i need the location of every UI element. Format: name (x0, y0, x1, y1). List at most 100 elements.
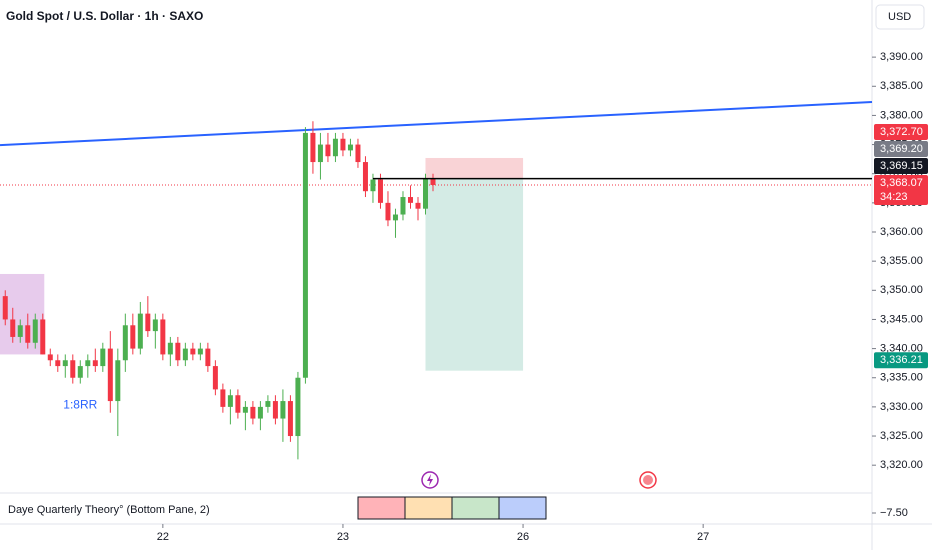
candle-body (377, 179, 383, 203)
candle-body (332, 138, 338, 157)
price-label: 3,369.15 (880, 160, 923, 172)
currency-button[interactable] (875, 4, 925, 30)
price-label: 3,369.20 (880, 143, 923, 155)
candle-body (77, 366, 83, 378)
price-label: 3,372.70 (880, 126, 923, 138)
candle-body (280, 401, 286, 419)
y-tick-label: 3,320.00 (880, 459, 923, 471)
candle-body (197, 348, 203, 355)
stop-zone (425, 157, 524, 179)
chart-title: Gold Spot / U.S. Dollar · 1h · SAXO (6, 9, 203, 23)
candle-body (115, 360, 121, 402)
x-tick-label: 23 (337, 531, 349, 543)
candle-body (347, 144, 353, 151)
candle-body (85, 360, 91, 367)
trendline (0, 101, 873, 147)
candle-body (152, 319, 158, 332)
candle-body (385, 202, 391, 221)
candle-body (295, 377, 301, 437)
indicator-box (404, 496, 453, 520)
candle-body (92, 360, 98, 367)
candle-body (265, 401, 271, 407)
candle-body (250, 406, 256, 419)
y-tick-label: 3,350.00 (880, 284, 923, 296)
candle-body (32, 319, 38, 343)
price-label-bg (874, 157, 928, 174)
indicator-box (357, 496, 406, 520)
candle-body (407, 197, 413, 203)
y-tick-label: 3,340.00 (880, 343, 923, 355)
price-label: 3,368.07 (880, 177, 923, 189)
event-icons (421, 471, 657, 489)
candle-body (62, 360, 68, 367)
x-tick-label: 26 (517, 531, 529, 543)
candle-body (2, 296, 8, 320)
candle-body (212, 366, 218, 390)
candle-body (190, 348, 196, 355)
price-label-bg (874, 140, 928, 157)
candle-body (47, 354, 53, 361)
currency[interactable]: USD (888, 11, 911, 23)
y-tick-label: 3,330.00 (880, 401, 923, 413)
candle-body (107, 348, 113, 402)
candle-body (182, 348, 188, 361)
candle-body (205, 348, 211, 367)
candle-body (130, 325, 136, 349)
indicator-box (451, 496, 500, 520)
candle-body (257, 406, 263, 419)
countdown: 34:23 (880, 191, 908, 203)
price-label: 3,336.21 (880, 354, 923, 366)
candle-body (55, 360, 61, 367)
indicator-tick-label: −7.50 (880, 507, 908, 519)
price-label-bg (874, 352, 928, 369)
candle-body (272, 401, 278, 419)
y-tick-label: 3,390.00 (880, 51, 923, 63)
candle-body (400, 197, 406, 215)
candle-body (17, 325, 23, 337)
candle-body (392, 214, 398, 221)
candle-body (235, 395, 241, 413)
candle-body (40, 319, 46, 355)
candle-body (287, 401, 293, 437)
indicator-label: Daye Quarterly Theory° (Bottom Pane, 2) (8, 504, 210, 516)
indicator-box (498, 496, 547, 520)
lightning (427, 474, 433, 486)
y-tick-label: 3,385.00 (880, 80, 923, 92)
candle-body (415, 202, 421, 209)
flag (643, 475, 653, 485)
candle-body (160, 319, 166, 355)
candle-body (310, 132, 316, 163)
candle-body (242, 406, 248, 413)
y-tick-label: 3,360.00 (880, 226, 923, 238)
y-tick-label: 3,355.00 (880, 255, 923, 267)
candle-body (430, 178, 436, 185)
x-tick-label: 27 (697, 531, 709, 543)
candle-body (137, 313, 143, 349)
y-tick-label: 3,380.00 (880, 109, 923, 121)
candle-body (422, 178, 428, 209)
price-label-bg (874, 123, 928, 140)
price-label-bg (874, 174, 928, 205)
candle-body (145, 313, 151, 332)
candle-body (355, 144, 361, 163)
candle-body (122, 325, 128, 361)
candle-body (10, 319, 16, 337)
candle-body (70, 360, 76, 378)
candle-body (317, 144, 323, 163)
candle-body (220, 389, 226, 407)
candle-body (370, 179, 376, 192)
candle-body (302, 132, 308, 378)
candle-body (227, 395, 233, 407)
y-tick-label: 3,325.00 (880, 430, 923, 442)
target-zone (425, 178, 524, 371)
candle-body (175, 342, 181, 361)
annotation: 1:8RR (63, 397, 97, 411)
candle-body (25, 325, 31, 343)
y-tick-label: 3,345.00 (880, 313, 923, 325)
x-tick-label: 22 (157, 531, 169, 543)
candle-body (167, 342, 173, 355)
candle-body (100, 348, 106, 367)
candle-body (362, 162, 368, 192)
y-tick-label: 3,335.00 (880, 372, 923, 384)
